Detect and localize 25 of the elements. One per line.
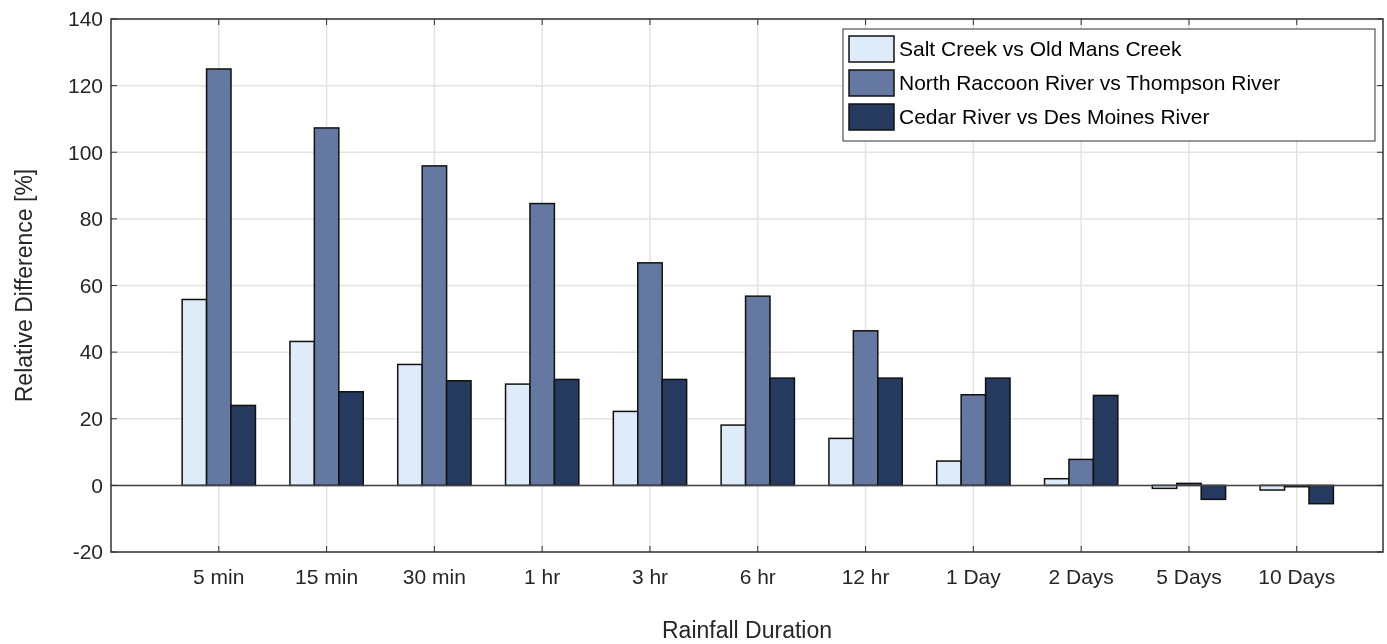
y-tick-label: 80: [79, 207, 103, 231]
y-tick-label: 40: [79, 340, 103, 364]
x-tick-label: 3 hr: [631, 565, 669, 588]
legend-label: Salt Creek vs Old Mans Creek: [899, 37, 1182, 61]
x-tick-label: 1 hr: [524, 565, 561, 588]
y-tick-label: 60: [79, 273, 103, 297]
y-tick-label: 120: [67, 73, 103, 97]
x-tick-label: 30 min: [402, 565, 466, 588]
x-tick-label: 10 Days: [1258, 565, 1336, 588]
y-axis-title: Relative Difference [%]: [11, 168, 37, 403]
y-tick-label: 0: [91, 473, 103, 497]
y-tick-label: 20: [79, 407, 103, 431]
y-tick-label: 100: [67, 140, 103, 164]
x-tick-label: 1 Day: [945, 565, 1002, 588]
legend-label: North Raccoon River vs Thompson River: [899, 71, 1281, 95]
x-tick-label: 12 hr: [841, 565, 890, 588]
x-tick-label: 5 min: [193, 565, 245, 588]
x-axis-title: Rainfall Duration: [661, 617, 833, 643]
x-tick-label: 5 Days: [1156, 565, 1222, 588]
x-tick-label: 6 hr: [739, 565, 776, 588]
y-tick-label: -20: [72, 540, 103, 564]
y-tick-label: 140: [67, 7, 103, 31]
legend-label: Cedar River vs Des Moines River: [899, 105, 1210, 129]
x-tick-label: 15 min: [295, 565, 359, 588]
x-tick-label: 2 Days: [1048, 565, 1114, 588]
